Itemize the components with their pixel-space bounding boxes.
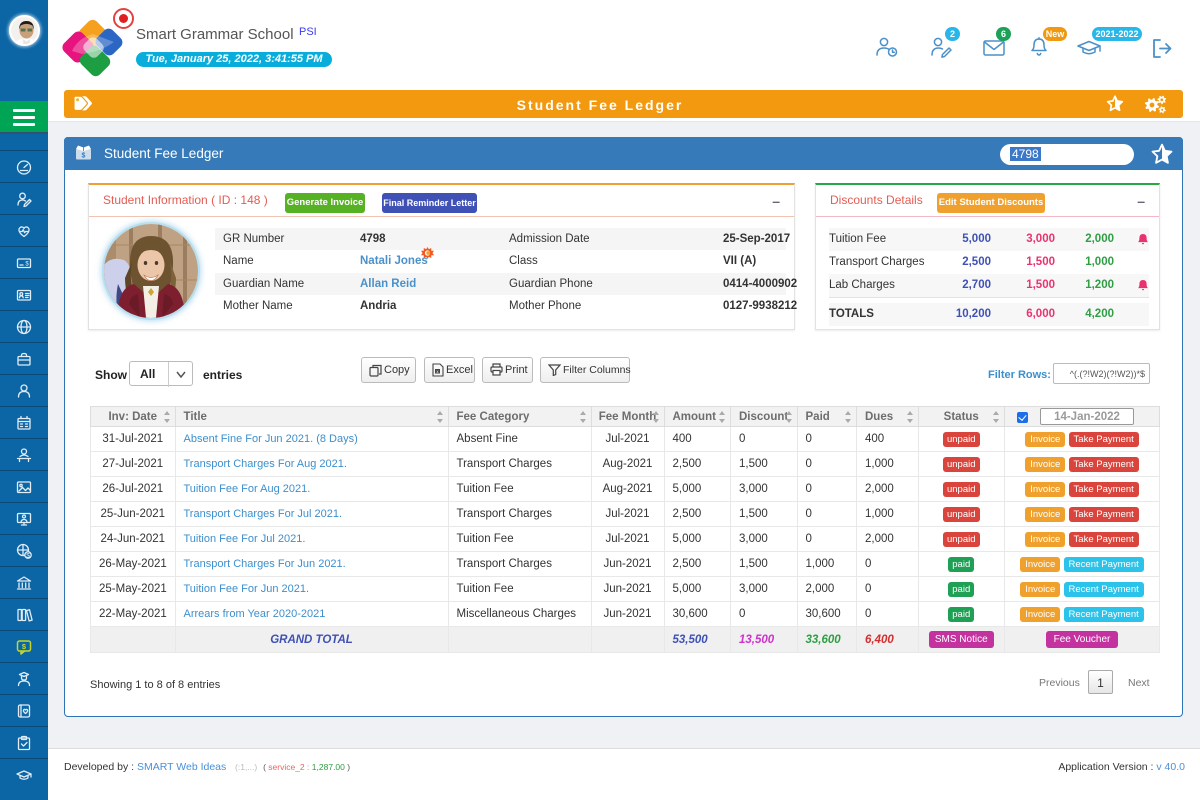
svg-text:$: $	[25, 261, 29, 267]
svg-text:$: $	[26, 552, 30, 559]
svg-text:x: x	[436, 369, 439, 374]
svg-text:$: $	[22, 642, 27, 651]
svg-text:$: $	[82, 152, 86, 159]
